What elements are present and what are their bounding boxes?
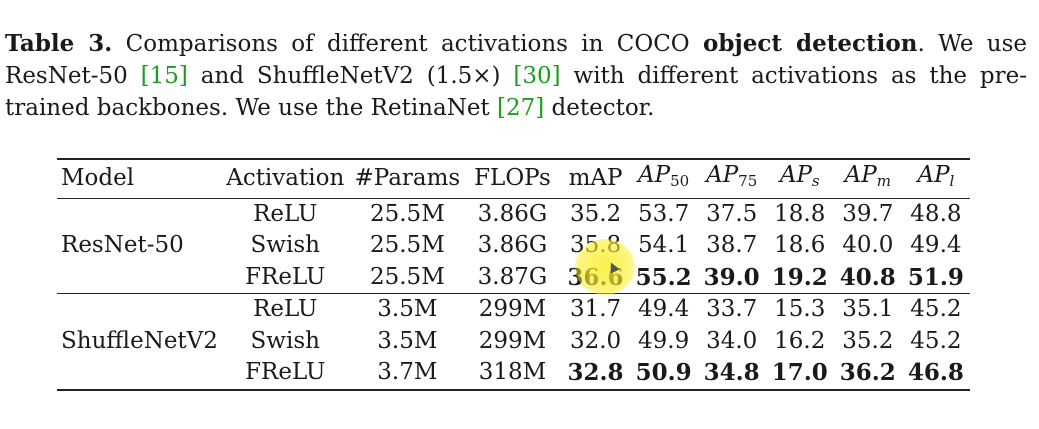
apm-cell: 39.7 [842, 200, 894, 227]
citation-link[interactable]: [15] [140, 63, 188, 89]
apl-cell: 45.2 [910, 327, 962, 354]
ap50-cell-best: 55.2 [635, 263, 692, 291]
group-shufflenetv2: ShuffleNetV2 ReLU 3.5M 299M 31.7 49.4 33… [57, 294, 970, 390]
params-cell: 3.5M [377, 327, 438, 354]
ap75-cell-best: 34.8 [703, 359, 760, 386]
params-cell: 25.5M [369, 263, 445, 290]
flops-cell: 318M [478, 359, 547, 385]
activation-cell: ReLU [253, 200, 318, 227]
params-cell: 3.5M [377, 296, 438, 322]
caption-bold-phrase: object detection [703, 30, 918, 57]
aps-cell: 15.3 [774, 296, 826, 322]
apl-cell: 45.2 [910, 296, 962, 322]
ap75-cell: 38.7 [706, 232, 758, 258]
map-cell-best: 32.8 [567, 359, 624, 386]
apl-cell-best: 46.8 [907, 359, 964, 386]
header-ap50: AP50 [638, 162, 690, 190]
activation-cell: FReLU [245, 359, 326, 385]
results-table: Model Activation #Params FLOPs mAP AP50 … [57, 158, 970, 391]
header-map: mAP [568, 165, 623, 191]
activation-cell: Swish [250, 327, 320, 354]
caption-text: Comparisons of different activations in … [112, 31, 703, 57]
ap50-cell: 54.1 [638, 232, 690, 258]
header-flops: FLOPs [474, 165, 551, 191]
activation-cell: Swish [250, 232, 320, 258]
model-cell: ShuffleNetV2 [61, 327, 218, 354]
ap75-cell-best: 39.0 [703, 263, 760, 291]
apm-cell: 40.0 [842, 232, 894, 258]
map-cell: 31.7 [569, 296, 622, 322]
header-ap75: AP75 [706, 162, 758, 190]
ap50-cell: 49.4 [638, 296, 690, 322]
flops-cell: 3.86G [477, 200, 548, 227]
ap75-cell: 37.5 [706, 200, 758, 227]
citation-link[interactable]: [30] [513, 63, 561, 89]
header-apm: APm [844, 162, 891, 190]
ap75-cell: 33.7 [706, 296, 758, 322]
flops-cell: 3.86G [477, 232, 548, 258]
aps-cell: 18.8 [774, 200, 826, 227]
activation-cell: ReLU [253, 296, 318, 322]
table-caption: Table 3. Comparisons of different activa… [5, 28, 1027, 124]
table-row: Swish 3.5M 299M 32.0 49.9 34.0 16.2 35.2… [57, 326, 970, 358]
activation-cell: FReLU [245, 263, 326, 290]
params-cell: 3.7M [377, 359, 438, 385]
ap75-cell: 34.0 [706, 327, 758, 354]
caption-label: Table 3. [5, 30, 113, 57]
ap50-cell: 49.9 [638, 327, 690, 354]
header-activation: Activation [226, 165, 345, 191]
params-cell: 25.5M [369, 232, 445, 258]
ap50-cell: 53.7 [638, 200, 690, 227]
table-row: ShuffleNetV2 ReLU 3.5M 299M 31.7 49.4 33… [57, 294, 970, 354]
table-row: ResNet-50 ReLU 25.5M 3.86G 35.2 53.7 37.… [57, 198, 970, 259]
group-resnet50: ResNet-50 ReLU 25.5M 3.86G 35.2 53.7 37.… [57, 198, 970, 294]
apm-cell-best: 40.8 [839, 263, 896, 291]
params-cell: 25.5M [369, 200, 445, 227]
apl-cell-best: 51.9 [907, 263, 964, 291]
caption-text: with different activations as the pre-tr… [5, 63, 1028, 121]
cursor-highlight [575, 239, 635, 295]
header-row: Model Activation #Params FLOPs mAP AP50 … [57, 159, 970, 198]
header-params: #Params [354, 165, 461, 191]
header-aps: APs [779, 162, 820, 190]
caption-text: detector. [544, 95, 655, 121]
caption-text: . We use ResNet-50 [5, 31, 1028, 89]
flops-cell: 299M [478, 296, 547, 322]
flops-cell: 3.87G [477, 263, 548, 290]
table-row: FReLU 3.7M 318M 32.8 50.9 34.8 17.0 36.2… [57, 357, 970, 390]
flops-cell: 299M [478, 327, 547, 354]
ap50-cell-best: 50.9 [635, 359, 692, 386]
aps-cell: 18.6 [774, 232, 826, 258]
map-cell: 32.0 [569, 327, 622, 354]
apl-cell: 49.4 [910, 232, 962, 258]
apm-cell: 35.2 [842, 327, 894, 354]
header-apl: APl [917, 162, 955, 190]
aps-cell-best: 17.0 [771, 359, 828, 386]
apm-cell-best: 36.2 [839, 359, 896, 386]
header-model: Model [61, 165, 135, 191]
aps-cell-best: 19.2 [771, 263, 828, 291]
model-cell: ResNet-50 [61, 232, 184, 258]
apl-cell: 48.8 [910, 200, 962, 227]
map-cell: 35.2 [569, 200, 622, 227]
citation-link[interactable]: [27] [496, 95, 545, 121]
apm-cell: 35.1 [842, 296, 894, 322]
caption-text: and ShuffleNetV2 (1.5×) [187, 63, 514, 89]
aps-cell: 16.2 [774, 327, 826, 354]
